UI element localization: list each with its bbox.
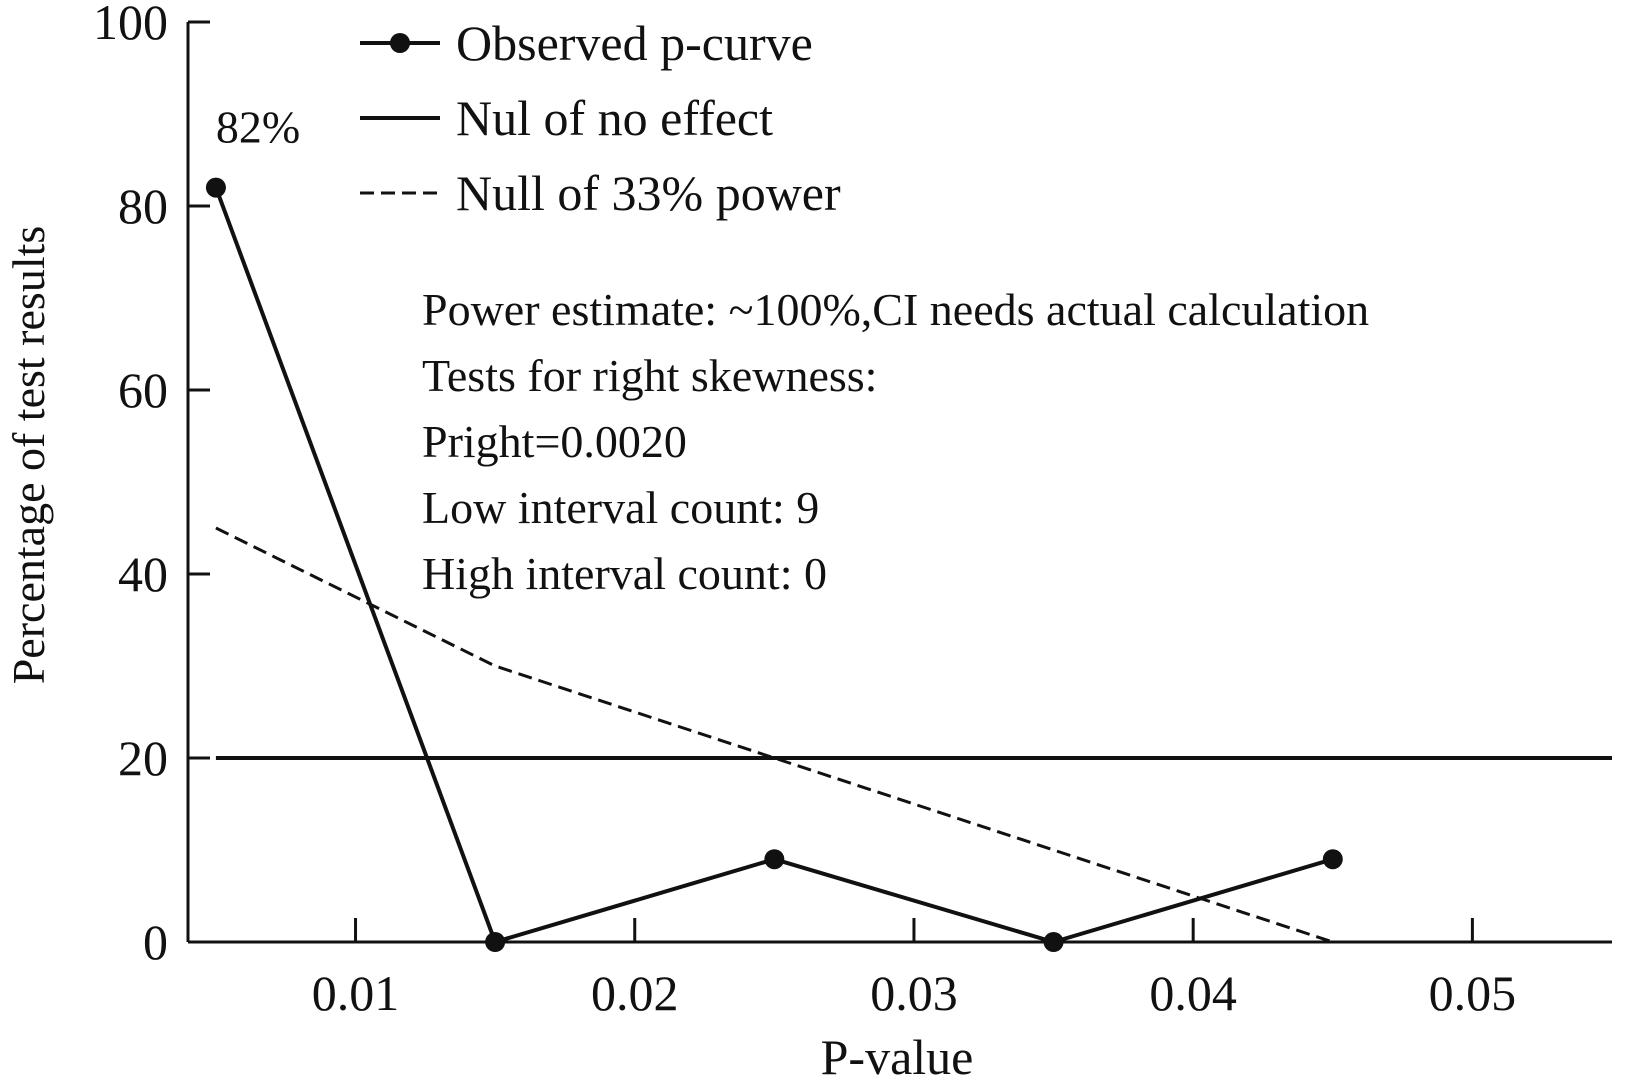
y-tick-label: 20 [118,730,168,786]
legend-label: Nul of no effect [456,90,773,146]
data-labels: 82% [216,102,300,153]
series-marker [764,849,785,870]
y-tick-label: 0 [143,914,168,970]
series-line-3 [215,526,1334,944]
series-marker [485,932,506,952]
x-axis-label: P-value [821,1029,974,1077]
x-tick-label: 0.05 [1429,965,1517,1021]
legend-marker [390,33,410,53]
y-tick-label: 100 [93,0,168,50]
legend-label: Null of 33% power [456,165,841,221]
series-marker [205,177,226,198]
annotation-line: Pright=0.0020 [422,416,687,467]
annotation-line: Power estimate: ~100%,CI needs actual ca… [422,284,1369,335]
y-tick-label: 80 [118,178,168,234]
axes [186,22,1612,944]
data-label: 82% [216,102,300,153]
annotation-line: Tests for right skewness: [422,350,877,401]
x-tick-label: 0.01 [312,965,400,1021]
legend-label: Observed p-curve [456,15,813,71]
legend: Observed p-curve Nul of no effect Null of … [360,15,841,221]
x-tick-label: 0.03 [870,965,958,1021]
annotation-line: Low interval count: 9 [422,482,819,533]
x-tick-label: 0.04 [1149,965,1237,1021]
series-marker [1043,932,1064,952]
y-tick-label: 60 [118,362,168,418]
y-axis-label: Percentage of test results [3,226,54,685]
annotation-block: Power estimate: ~100%,CI needs actual ca… [422,284,1369,599]
annotation-line: High interval count: 0 [422,548,827,599]
series-marker [1322,849,1343,870]
x-tick-label: 0.02 [591,965,679,1021]
series-layer [205,177,1612,952]
y-tick-label: 40 [118,546,168,602]
ticks: 0 20 40 60 80 100 0.01 0.02 0.03 0.04 0.05 [93,0,1516,1021]
